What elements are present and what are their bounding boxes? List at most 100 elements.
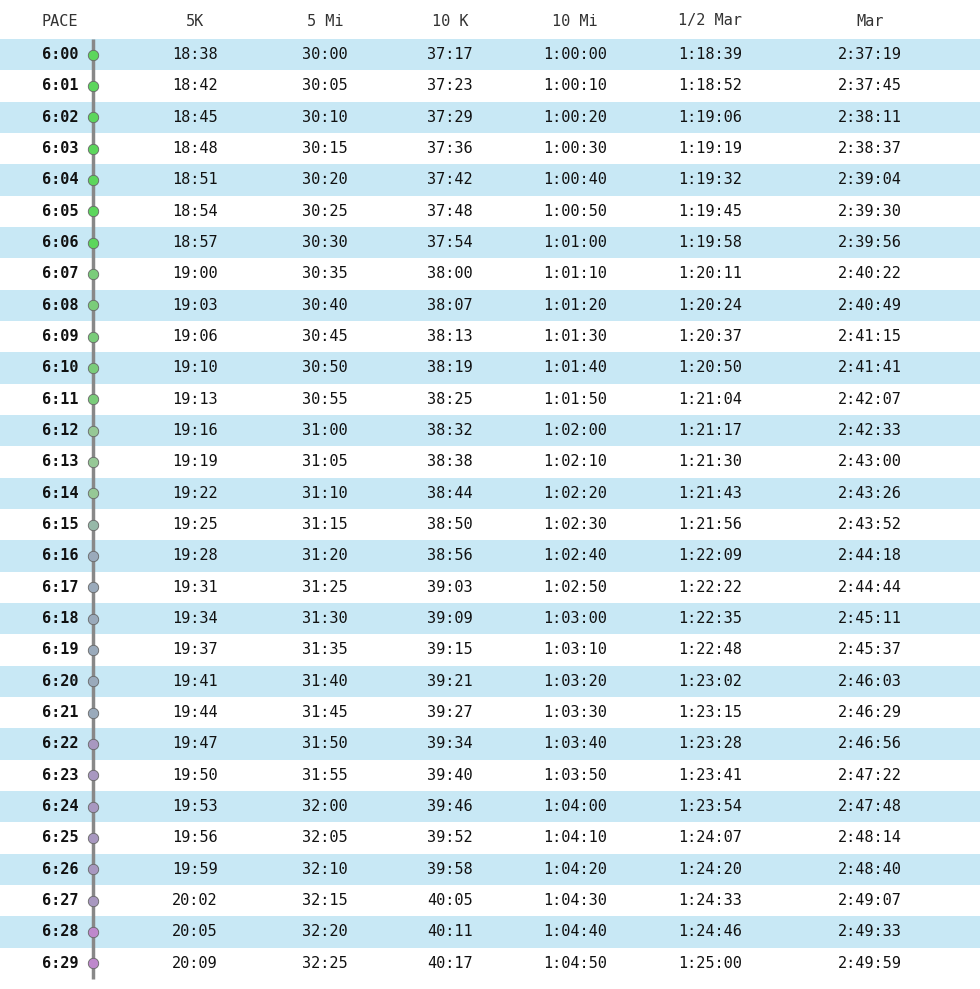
Text: 30:10: 30:10 [302,110,348,125]
Text: 19:37: 19:37 [172,643,218,658]
FancyBboxPatch shape [0,885,980,917]
FancyBboxPatch shape [0,666,980,697]
Text: 6:07: 6:07 [42,266,78,282]
Text: 1:22:48: 1:22:48 [678,643,742,658]
Text: 1:20:37: 1:20:37 [678,329,742,344]
FancyBboxPatch shape [0,352,980,384]
Text: 1:24:20: 1:24:20 [678,861,742,877]
Text: 39:15: 39:15 [427,643,472,658]
FancyBboxPatch shape [0,947,980,979]
Text: 19:06: 19:06 [172,329,218,344]
Text: 6:06: 6:06 [42,235,78,250]
Text: 38:19: 38:19 [427,361,472,376]
Text: 6:28: 6:28 [42,925,78,940]
Text: 31:35: 31:35 [302,643,348,658]
Text: 31:10: 31:10 [302,486,348,500]
Text: 2:46:03: 2:46:03 [838,674,902,688]
Text: PACE: PACE [42,14,78,29]
Text: 2:44:18: 2:44:18 [838,549,902,564]
Text: 1:04:10: 1:04:10 [543,831,607,846]
Text: 38:25: 38:25 [427,392,472,406]
Text: 2:48:40: 2:48:40 [838,861,902,877]
Text: 38:00: 38:00 [427,266,472,282]
Text: 1:02:00: 1:02:00 [543,423,607,438]
Text: 19:28: 19:28 [172,549,218,564]
Text: 19:47: 19:47 [172,737,218,752]
Text: 2:46:56: 2:46:56 [838,737,902,752]
FancyBboxPatch shape [0,196,980,227]
Text: 2:37:45: 2:37:45 [838,78,902,94]
Text: 2:49:07: 2:49:07 [838,893,902,908]
Text: 30:35: 30:35 [302,266,348,282]
FancyBboxPatch shape [0,728,980,760]
Text: 1:24:46: 1:24:46 [678,925,742,940]
Text: 1:04:30: 1:04:30 [543,893,607,908]
Text: 6:13: 6:13 [42,455,78,470]
Text: 31:25: 31:25 [302,580,348,594]
Text: 1:21:17: 1:21:17 [678,423,742,438]
Text: 30:55: 30:55 [302,392,348,406]
Text: 19:10: 19:10 [172,361,218,376]
Text: 1:01:00: 1:01:00 [543,235,607,250]
Text: 1:02:30: 1:02:30 [543,517,607,532]
Text: 2:41:15: 2:41:15 [838,329,902,344]
Text: 1:00:20: 1:00:20 [543,110,607,125]
Text: 32:20: 32:20 [302,925,348,940]
Text: 1:03:10: 1:03:10 [543,643,607,658]
Text: 2:42:07: 2:42:07 [838,392,902,406]
Text: 19:13: 19:13 [172,392,218,406]
Text: 1:22:22: 1:22:22 [678,580,742,594]
Text: 1:01:10: 1:01:10 [543,266,607,282]
Text: 6:20: 6:20 [42,674,78,688]
Text: 38:50: 38:50 [427,517,472,532]
Text: 38:07: 38:07 [427,298,472,313]
Text: 39:21: 39:21 [427,674,472,688]
Text: 30:15: 30:15 [302,141,348,156]
Text: 1:21:30: 1:21:30 [678,455,742,470]
FancyBboxPatch shape [0,384,980,415]
Text: 10 K: 10 K [432,14,468,29]
FancyBboxPatch shape [0,509,980,540]
Text: 6:24: 6:24 [42,799,78,814]
Text: 1:04:50: 1:04:50 [543,955,607,971]
Text: 1:03:00: 1:03:00 [543,611,607,626]
Text: 6:01: 6:01 [42,78,78,94]
Text: 1:19:58: 1:19:58 [678,235,742,250]
Text: 31:15: 31:15 [302,517,348,532]
Text: 19:16: 19:16 [172,423,218,438]
Text: 18:45: 18:45 [172,110,218,125]
Text: 6:17: 6:17 [42,580,78,594]
Text: 6:12: 6:12 [42,423,78,438]
Text: 19:50: 19:50 [172,767,218,783]
Text: 6:22: 6:22 [42,737,78,752]
Text: 1:03:50: 1:03:50 [543,767,607,783]
Text: 6:19: 6:19 [42,643,78,658]
Text: 1:01:50: 1:01:50 [543,392,607,406]
Text: 1:19:19: 1:19:19 [678,141,742,156]
Text: 37:54: 37:54 [427,235,472,250]
Text: 1:21:43: 1:21:43 [678,486,742,500]
Text: 1:19:45: 1:19:45 [678,204,742,219]
Text: 30:20: 30:20 [302,172,348,188]
Text: 38:38: 38:38 [427,455,472,470]
Text: 38:32: 38:32 [427,423,472,438]
Text: 2:40:49: 2:40:49 [838,298,902,313]
Text: 1:04:00: 1:04:00 [543,799,607,814]
Text: 2:43:52: 2:43:52 [838,517,902,532]
Text: 19:00: 19:00 [172,266,218,282]
Text: 1:24:33: 1:24:33 [678,893,742,908]
Text: 38:56: 38:56 [427,549,472,564]
Text: 1:01:40: 1:01:40 [543,361,607,376]
FancyBboxPatch shape [0,854,980,885]
FancyBboxPatch shape [0,133,980,164]
Text: 1:20:50: 1:20:50 [678,361,742,376]
Text: 6:14: 6:14 [42,486,78,500]
Text: 18:57: 18:57 [172,235,218,250]
Text: 2:38:37: 2:38:37 [838,141,902,156]
Text: 1:04:40: 1:04:40 [543,925,607,940]
Text: 6:25: 6:25 [42,831,78,846]
Text: 19:19: 19:19 [172,455,218,470]
FancyBboxPatch shape [0,603,980,634]
Text: 2:47:48: 2:47:48 [838,799,902,814]
Text: 1:00:50: 1:00:50 [543,204,607,219]
